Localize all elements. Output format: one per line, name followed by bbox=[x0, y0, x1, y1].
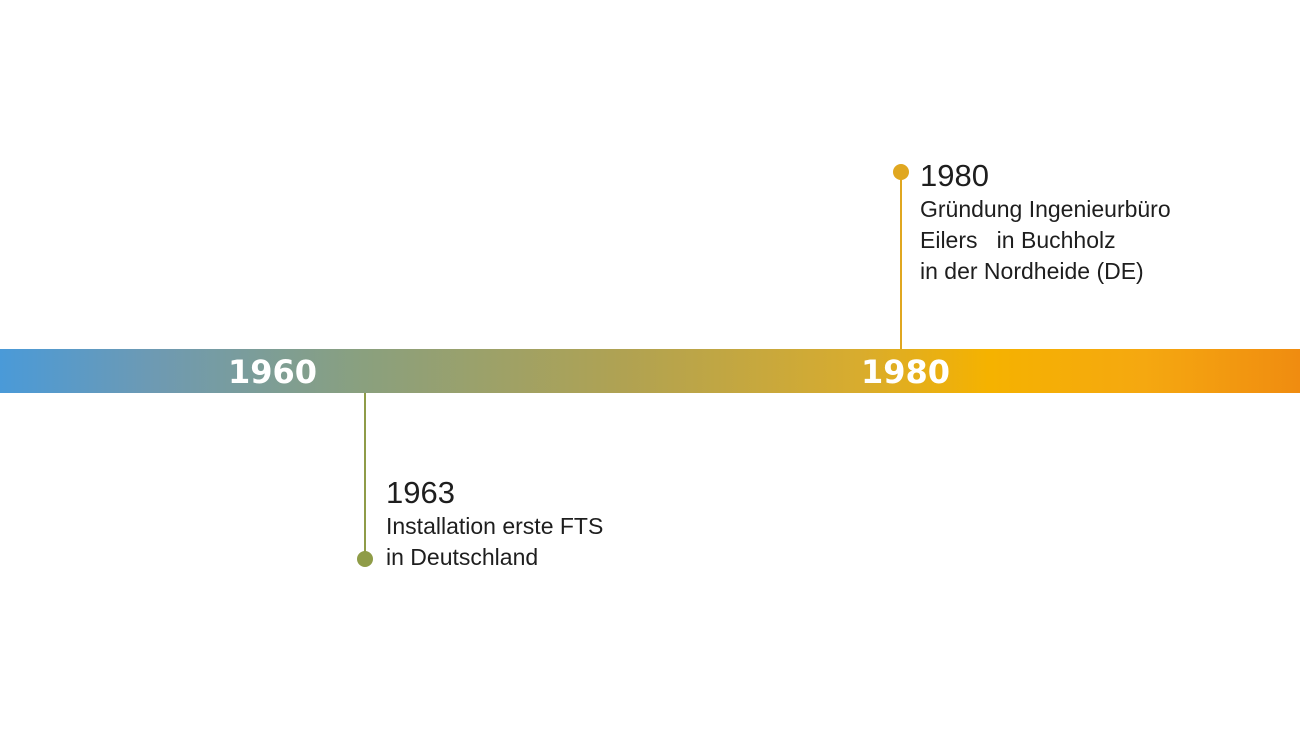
decade-label-1980: 1980 bbox=[861, 353, 951, 391]
event-1980: 1980 Gründung Ingenieurbüro Eilers in Bu… bbox=[920, 158, 1171, 287]
event-marker-1980 bbox=[893, 164, 909, 180]
event-stem-1980 bbox=[900, 172, 902, 349]
event-description-line: in Deutschland bbox=[386, 544, 539, 570]
event-1963: 1963 Installation erste FTS in Deutschla… bbox=[386, 475, 603, 573]
event-marker-1963 bbox=[357, 551, 373, 567]
event-description-line: Gründung Ingenieurbüro bbox=[920, 196, 1171, 222]
decade-label-1960: 1960 bbox=[228, 353, 318, 391]
event-description-line: in der Nordheide (DE) bbox=[920, 258, 1144, 284]
event-description-line: Installation erste FTS bbox=[386, 513, 604, 539]
timeline-bar bbox=[0, 349, 1300, 393]
event-year: 1980 bbox=[920, 158, 989, 193]
event-stem-1963 bbox=[364, 393, 366, 559]
event-description-line: Eilers in Buchholz bbox=[920, 227, 1116, 253]
event-year: 1963 bbox=[386, 475, 455, 510]
